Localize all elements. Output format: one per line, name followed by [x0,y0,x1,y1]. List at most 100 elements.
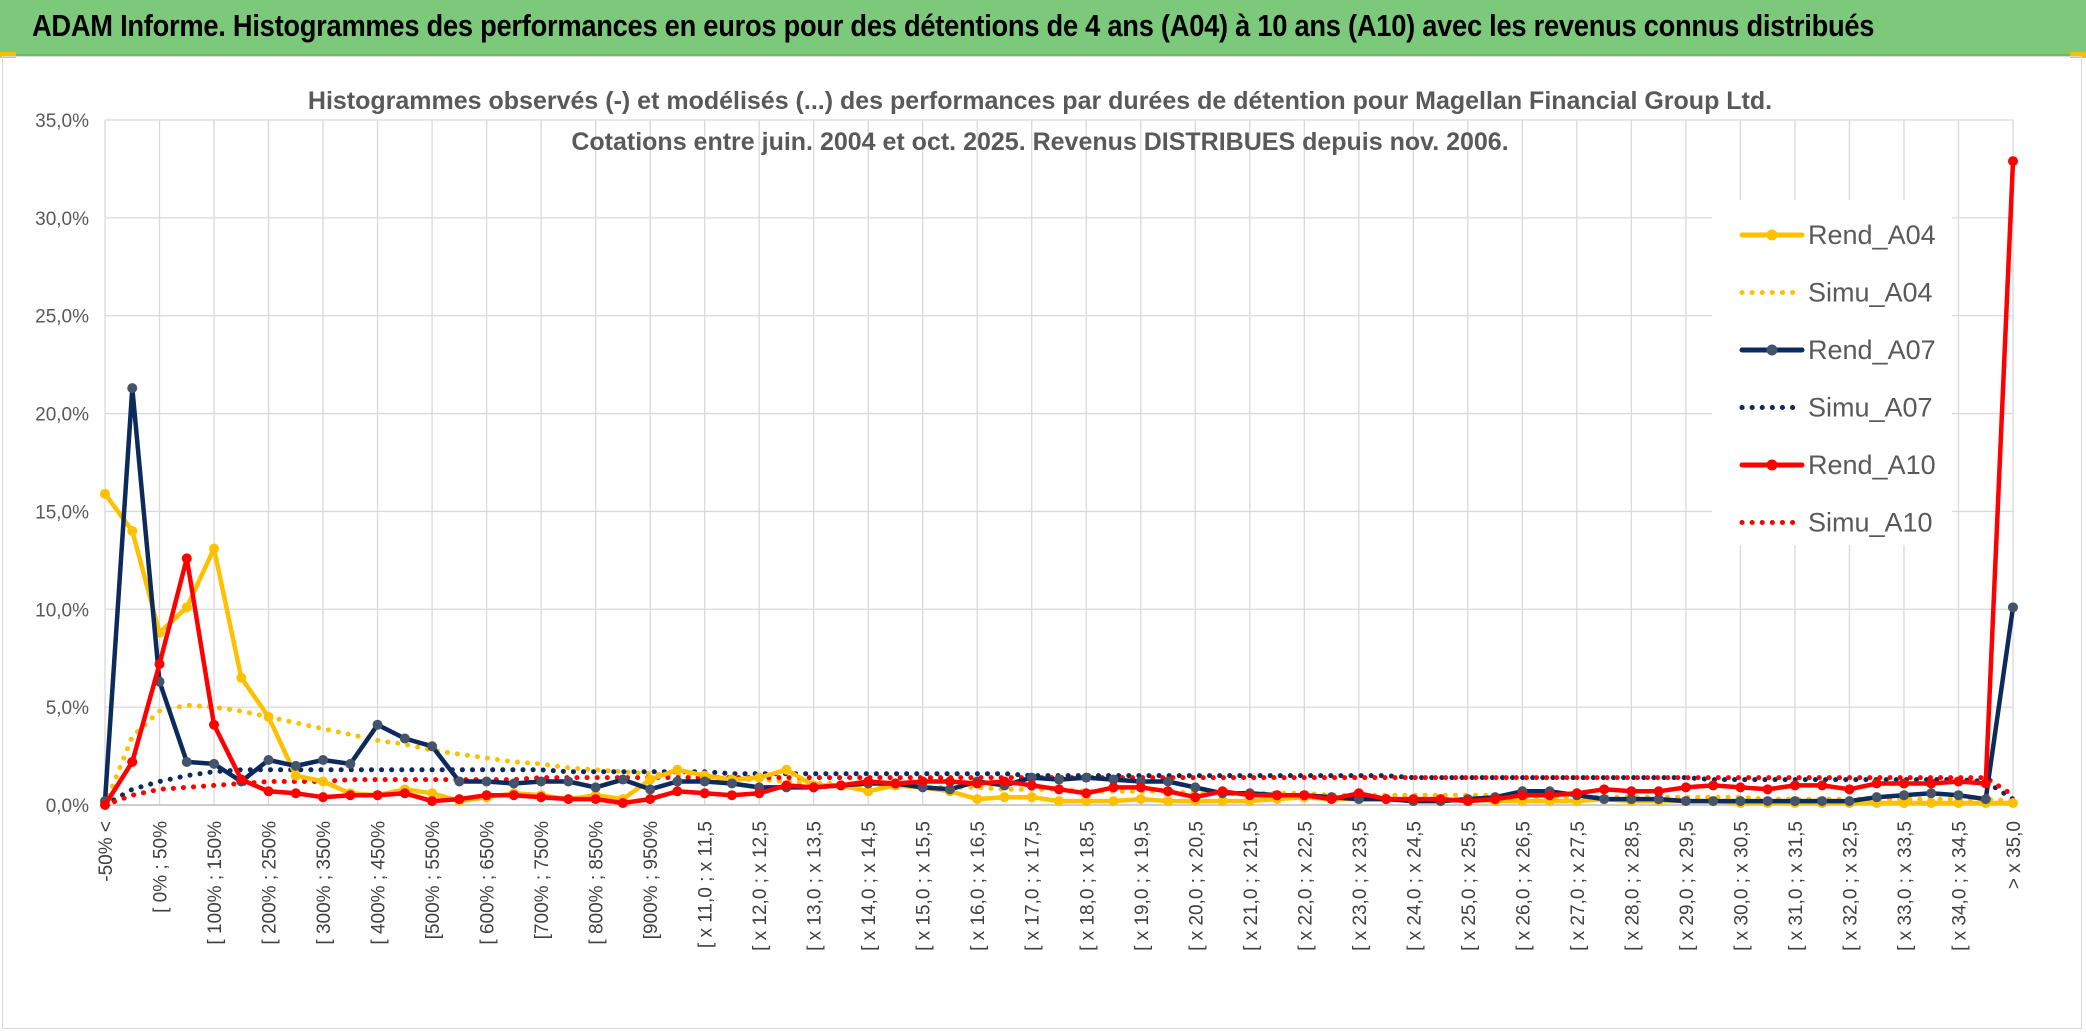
header-bar: ADAM Informe. Histogrammes des performan… [0,0,2086,56]
data-point-rend-a10 [1953,776,1964,787]
x-tick-label: [ x 13,0 ; x 13,5 [805,821,826,951]
x-tick-label: [ x 17,0 ; x 17,5 [1023,821,1044,951]
data-point-rend-a10 [1626,786,1637,797]
data-point-rend-a07 [944,784,955,795]
data-point-rend-a07 [318,754,329,765]
data-point-rend-a04 [100,488,110,499]
data-point-rend-a04 [318,776,329,787]
y-tick-label: 35,0% [35,111,89,132]
data-point-rend-a07 [372,719,383,730]
x-tick-label: [ x 11,0 ; x 11,5 [696,821,717,948]
data-point-rend-a10 [944,776,955,787]
x-tick-label: [ x 12,0 ; x 12,5 [750,821,771,951]
data-point-rend-a04 [1108,796,1119,807]
data-point-rend-a07 [726,778,737,789]
data-point-rend-a07 [1844,796,1855,807]
data-point-rend-a07 [645,784,656,795]
data-point-rend-a10 [890,778,901,789]
data-point-rend-a10 [590,794,601,805]
y-axis-tick-labels: 0,0% 5,0% 10,0% 15,0% 20,0% 25,0% 30,0% 35,0% [35,111,89,817]
data-point-rend-a10 [1762,784,1773,795]
data-point-rend-a10 [1680,782,1691,793]
data-point-rend-a07 [508,778,519,789]
x-tick-label: [700% ; 750% [532,821,553,939]
data-point-rend-a04 [263,711,274,722]
data-point-rend-a10 [236,774,247,785]
data-point-rend-a04 [972,794,983,805]
data-point-rend-a07 [617,774,628,785]
x-tick-label: [ 800% ; 850% [587,821,608,945]
x-tick-label: [ x 26,0 ; x 26,5 [1513,821,1534,951]
data-point-rend-a07 [1653,794,1664,805]
x-tick-label: [ x 19,0 ; x 19,5 [1132,821,1153,951]
data-point-rend-a07 [1108,774,1119,785]
legend-label-rend-a10: Rend_A10 [1808,450,1936,480]
data-point-rend-a10 [1163,786,1174,797]
data-point-rend-a07 [1817,796,1828,807]
data-point-rend-a10 [1789,780,1800,791]
data-point-rend-a10 [672,786,683,797]
data-point-rend-a10 [1462,796,1473,807]
data-point-rend-a10 [1353,788,1364,799]
data-point-rend-a04 [1081,796,1092,807]
data-point-rend-a10 [1272,790,1283,801]
data-point-rend-a10 [2008,156,2018,167]
x-tick-label: [900% ; 950% [641,821,662,939]
data-point-rend-a07 [127,383,138,394]
data-point-rend-a04 [645,774,656,785]
chart-title: Histogrammes observés (-) et modélisés (… [308,87,1772,115]
data-point-rend-a10 [1108,782,1119,793]
data-point-rend-a07 [1953,790,1964,801]
data-point-rend-a07 [1980,794,1991,805]
data-point-rend-a04 [863,786,874,797]
data-point-rend-a10 [645,794,656,805]
legend-box [1712,200,1952,545]
data-point-rend-a07 [563,776,574,787]
corner-mark-right [2070,52,2086,58]
data-point-rend-a07 [1163,776,1174,787]
data-point-rend-a07 [1081,772,1092,783]
legend-label-simu-a04: Simu_A04 [1808,278,1933,308]
data-point-rend-a07 [263,754,274,765]
y-tick-label: 15,0% [35,502,89,523]
x-tick-label: [ 300% ; 350% [314,821,335,945]
data-point-rend-a10 [399,788,410,799]
x-tick-label: [ 200% ; 250% [260,821,281,945]
data-point-rend-a10 [1135,782,1146,793]
data-point-rend-a07 [699,776,710,787]
data-point-rend-a10 [1653,786,1664,797]
x-tick-label: [ x 14,0 ; x 14,5 [859,821,880,951]
data-point-rend-a07 [1898,790,1909,801]
data-point-rend-a10 [1081,788,1092,799]
data-point-rend-a10 [318,792,329,803]
legend-label-simu-a10: Simu_A10 [1808,508,1933,538]
data-point-rend-a04 [1926,798,1937,809]
data-point-rend-a10 [1490,794,1501,805]
data-point-rend-a07 [1762,796,1773,807]
data-point-rend-a10 [835,780,846,791]
data-point-rend-a07 [1735,796,1746,807]
data-point-rend-a07 [454,776,465,787]
data-point-rend-a10 [1217,786,1228,797]
data-point-rend-a04 [1898,798,1909,809]
data-point-rend-a10 [1299,790,1310,801]
x-tick-label: [ x 18,0 ; x 18,5 [1077,821,1098,951]
data-point-rend-a07 [1626,794,1637,805]
data-point-rend-a10 [127,756,138,767]
data-point-rend-a04 [1953,798,1964,809]
data-point-rend-a07 [427,741,438,752]
x-axis-tick-labels: -50% < [ 0% ; 50% [ 100% ; 150% [ 200% ; 25… [96,821,2025,951]
data-point-rend-a07 [590,782,601,793]
page-title: ADAM Informe. Histogrammes des performan… [32,8,1875,43]
x-tick-label: [ x 22,0 ; x 22,5 [1295,821,1316,951]
data-point-rend-a10 [1817,780,1828,791]
data-point-rend-a10 [181,553,192,564]
data-point-rend-a10 [1408,794,1419,805]
data-point-rend-a10 [726,790,737,801]
x-tick-label: [ x 20,0 ; x 20,5 [1186,821,1207,951]
data-point-rend-a10 [1708,780,1719,791]
data-point-rend-a10 [1326,794,1337,805]
data-point-rend-a10 [1544,790,1555,801]
data-point-rend-a04 [427,788,438,799]
